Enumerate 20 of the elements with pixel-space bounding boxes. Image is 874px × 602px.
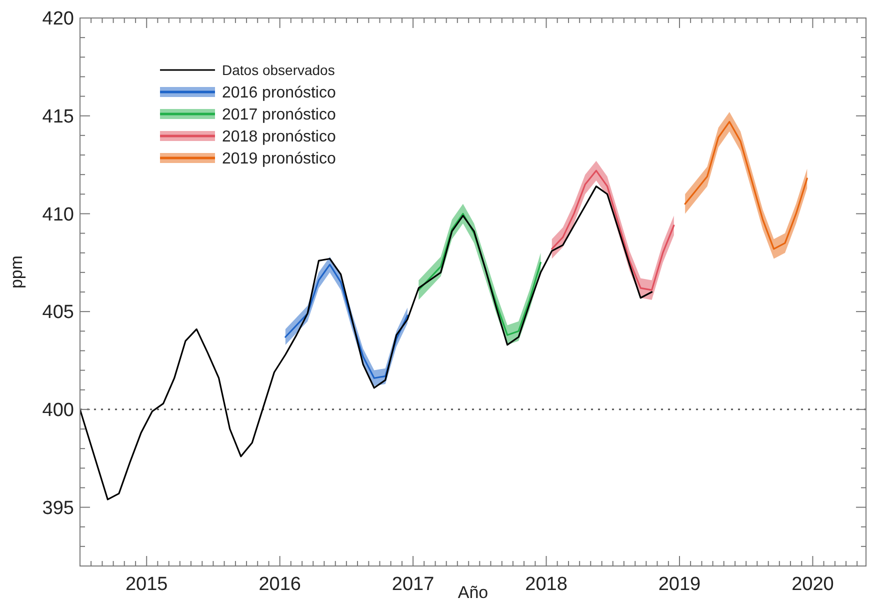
line-series <box>80 186 653 500</box>
x-axis-title: Año <box>458 583 488 602</box>
x-tick-label: 2017 <box>392 574 434 595</box>
y-tick-label: 420 <box>42 8 74 30</box>
y-tick-label: 400 <box>42 400 74 422</box>
y-tick-label: 415 <box>42 106 74 128</box>
x-tick-label: 2016 <box>258 574 301 595</box>
legend-label: Datos observados <box>222 62 335 78</box>
y-tick-label: 395 <box>42 498 74 519</box>
legend-label: 2019 pronóstico <box>222 150 336 168</box>
x-tick-label: 2018 <box>525 574 568 595</box>
legend-label: 2017 pronóstico <box>222 106 336 124</box>
x-tick-label: 2020 <box>792 574 834 595</box>
x-tick-label: 2019 <box>658 574 701 595</box>
legend-label: 2018 pronóstico <box>222 128 336 146</box>
x-tick-label: 2015 <box>125 574 168 595</box>
y-tick-label: 410 <box>42 204 74 226</box>
legend-label: 2016 pronóstico <box>222 84 336 102</box>
y-axis-title: ppm <box>7 255 26 289</box>
y-tick-label: 405 <box>42 302 74 324</box>
